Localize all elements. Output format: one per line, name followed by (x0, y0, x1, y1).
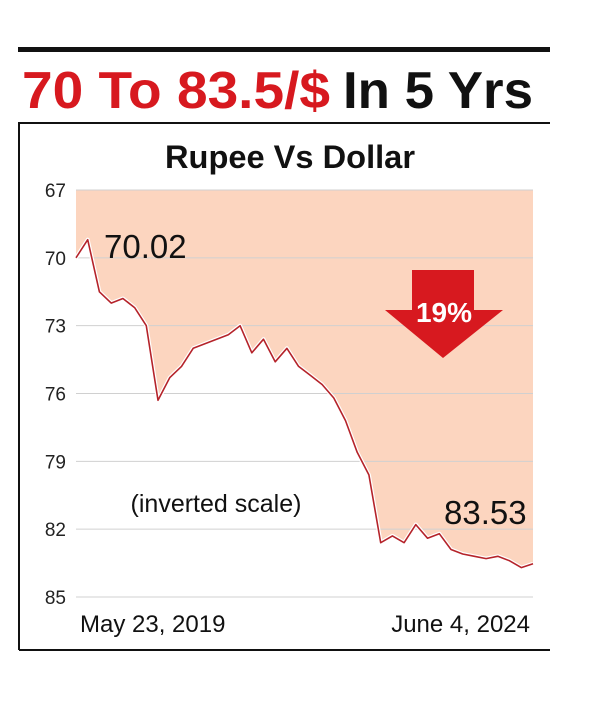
y-tick-label: 67 (45, 181, 66, 202)
change-arrow (385, 270, 503, 358)
annotation-change: 19% (416, 297, 472, 328)
y-tick-label: 85 (45, 588, 66, 609)
line (75, 238, 534, 569)
y-tick-label: 76 (45, 385, 66, 406)
y-tick-label: 73 (45, 317, 66, 338)
annotation-note: (inverted scale) (131, 490, 302, 518)
annotation-end: 83.53 (444, 494, 527, 531)
y-tick-label: 70 (45, 249, 66, 270)
top-rule (18, 47, 550, 52)
annotation-start: 70.02 (104, 228, 187, 265)
x-tick-label: June 4, 2024 (391, 611, 530, 638)
chart-title: Rupee Vs Dollar (165, 139, 415, 175)
x-tick-label: May 23, 2019 (80, 611, 225, 638)
headline-highlight: 70 To 83.5/$ (22, 62, 330, 120)
headline-rest: In 5 Yrs (343, 62, 533, 120)
y-tick-label: 82 (45, 520, 66, 541)
y-tick-label: 79 (45, 452, 66, 473)
frame (18, 122, 550, 650)
plot: 67 70 73 76 79 82 85 May 23, 2019 June 4, 2024 70… (45, 181, 534, 638)
